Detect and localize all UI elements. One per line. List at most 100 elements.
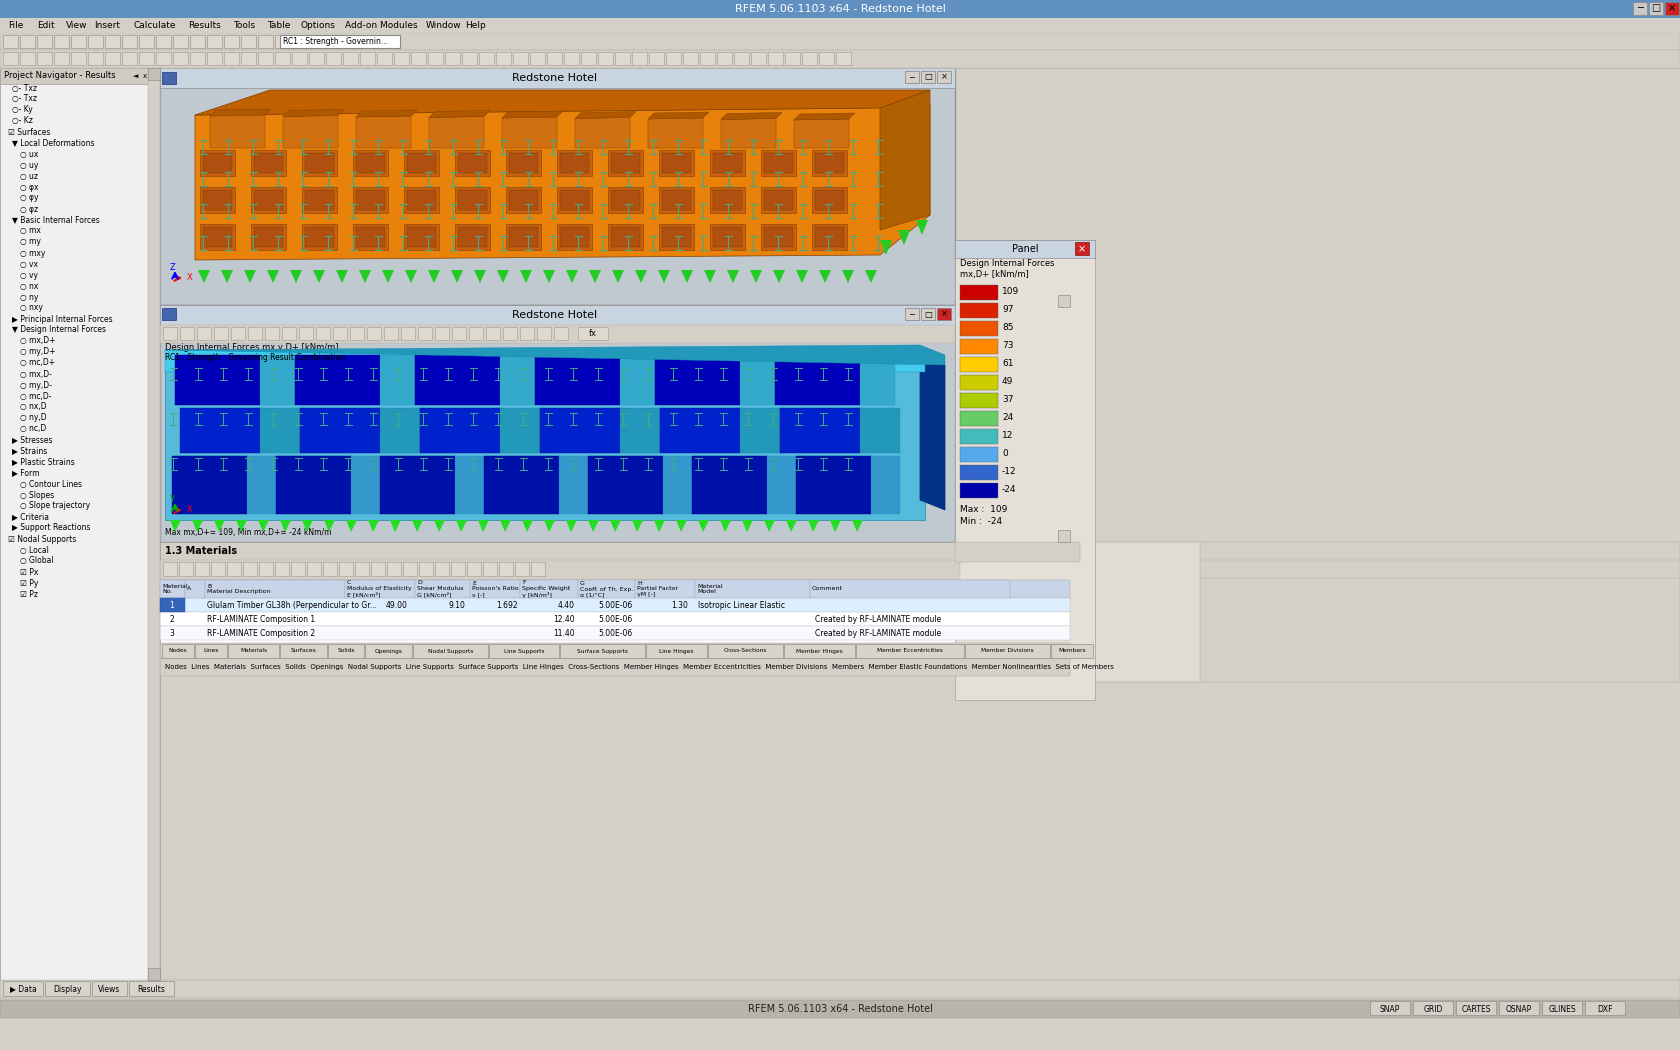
Text: 1.692: 1.692	[496, 601, 517, 609]
Text: ▶ Form: ▶ Form	[12, 468, 40, 478]
Text: Options: Options	[301, 21, 336, 29]
Bar	[509, 190, 538, 210]
Bar	[810, 580, 1010, 598]
Bar	[739, 355, 774, 405]
Bar	[462, 52, 477, 65]
Text: OSNAP: OSNAP	[1505, 1005, 1532, 1013]
Text: Calculate: Calculate	[134, 21, 176, 29]
Polygon shape	[324, 520, 334, 532]
Text: DXF: DXF	[1598, 1005, 1613, 1013]
Bar	[185, 580, 205, 598]
Text: Surface Supports: Surface Supports	[578, 649, 628, 653]
Bar	[160, 580, 1070, 598]
Bar	[254, 190, 282, 210]
Bar	[160, 598, 1070, 612]
Text: GLINES: GLINES	[1549, 1005, 1576, 1013]
Bar	[418, 327, 432, 340]
Bar	[200, 224, 235, 250]
Polygon shape	[808, 520, 820, 532]
Bar	[380, 408, 420, 453]
Text: Nodes  Lines  Materials  Surfaces  Solids  Openings  Nodal Supports  Line Suppor: Nodes Lines Materials Surfaces Solids Op…	[165, 664, 1114, 670]
Text: Panel: Panel	[1011, 244, 1038, 254]
Bar	[959, 357, 998, 372]
Text: 73: 73	[1001, 341, 1013, 351]
Text: D
Shear Modulus
G [kN/cm²]: D Shear Modulus G [kN/cm²]	[417, 581, 464, 597]
Text: Max mx,D+= 109, Min mx,D+= -24 kNm/m: Max mx,D+= 109, Min mx,D+= -24 kNm/m	[165, 528, 331, 538]
Bar	[761, 224, 796, 250]
Bar	[156, 52, 171, 65]
Text: CARTES: CARTES	[1462, 1005, 1490, 1013]
Bar	[87, 52, 102, 65]
Bar	[659, 224, 694, 250]
Bar	[1457, 1001, 1495, 1015]
Bar	[660, 408, 739, 453]
Bar	[200, 187, 235, 213]
Bar	[1080, 542, 1680, 683]
Polygon shape	[697, 520, 709, 532]
Bar	[366, 327, 381, 340]
Bar	[160, 658, 1070, 676]
Text: File: File	[8, 21, 24, 29]
Bar	[558, 224, 591, 250]
Bar	[1413, 1001, 1453, 1015]
Bar	[435, 327, 449, 340]
Polygon shape	[830, 520, 842, 532]
Text: 97: 97	[1001, 306, 1013, 315]
Bar	[559, 153, 590, 173]
Text: Redstone Hotel: Redstone Hotel	[512, 74, 598, 83]
Bar	[701, 52, 716, 65]
Text: ○ nc,D: ○ nc,D	[20, 424, 47, 434]
Text: ×: ×	[1668, 3, 1677, 13]
Bar	[386, 562, 402, 576]
Bar	[1080, 560, 1680, 578]
Bar	[376, 52, 391, 65]
Bar	[254, 153, 282, 173]
Bar	[260, 355, 296, 405]
Bar	[353, 187, 388, 213]
Text: ○- Kz: ○- Kz	[12, 117, 34, 126]
Bar	[403, 224, 438, 250]
Polygon shape	[632, 520, 643, 532]
Bar	[292, 35, 307, 48]
Bar	[240, 52, 255, 65]
Bar	[1665, 2, 1678, 15]
Bar	[228, 644, 279, 658]
Bar	[232, 327, 245, 340]
Bar	[326, 35, 341, 48]
Polygon shape	[654, 520, 665, 532]
Bar	[307, 562, 321, 576]
Bar	[160, 343, 954, 530]
Bar	[195, 644, 227, 658]
Bar	[1058, 530, 1070, 542]
Bar	[711, 187, 744, 213]
Bar	[87, 35, 102, 48]
Bar	[160, 88, 954, 304]
Bar	[356, 153, 385, 173]
Bar	[37, 52, 52, 65]
Bar	[588, 456, 664, 514]
Text: 49: 49	[1001, 378, 1013, 386]
Bar	[276, 562, 289, 576]
Bar	[959, 339, 998, 354]
Bar	[160, 580, 1070, 660]
Bar	[954, 240, 1095, 700]
Polygon shape	[450, 270, 464, 284]
Text: 1: 1	[170, 601, 175, 609]
Bar	[815, 190, 843, 210]
Polygon shape	[497, 270, 509, 284]
Text: ○ uz: ○ uz	[20, 171, 39, 181]
Bar	[620, 355, 655, 405]
Polygon shape	[575, 118, 630, 148]
Bar	[165, 90, 949, 300]
Bar	[820, 52, 833, 65]
Text: Lines: Lines	[203, 649, 218, 653]
Bar	[344, 580, 415, 598]
Polygon shape	[566, 520, 576, 532]
Bar	[247, 456, 276, 514]
Bar	[539, 408, 620, 453]
Bar	[203, 153, 232, 173]
Polygon shape	[360, 270, 371, 284]
Text: Materials: Materials	[240, 649, 267, 653]
Polygon shape	[312, 270, 324, 284]
Bar	[366, 644, 412, 658]
